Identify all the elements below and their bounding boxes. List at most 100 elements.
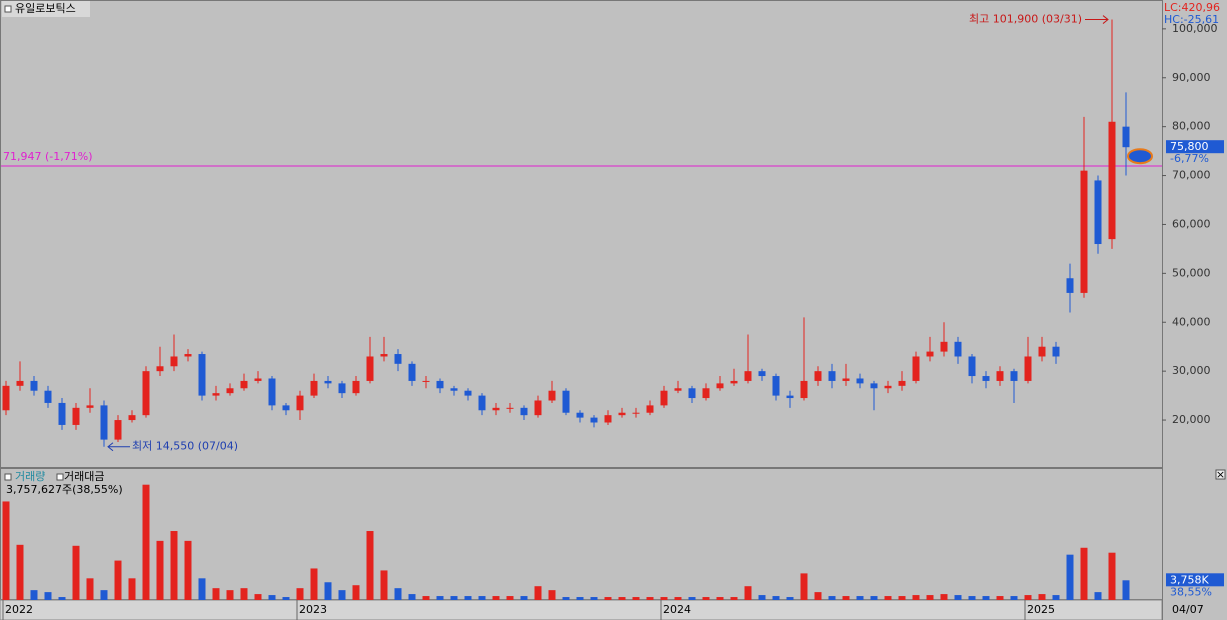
y-tick-label: 60,000 — [1172, 217, 1211, 230]
volume-bar — [548, 590, 556, 600]
y-tick-label: 30,000 — [1172, 364, 1211, 377]
candle-body — [1122, 126, 1130, 148]
y-tick-label: 80,000 — [1172, 120, 1211, 133]
last-price-label: 75,800 — [1170, 140, 1209, 153]
candle-body — [394, 354, 402, 364]
low-annotation: 최저 14,550 (07/04) — [132, 440, 238, 453]
candle-body — [226, 388, 234, 394]
volume-bar — [954, 595, 962, 600]
candle-body — [254, 378, 262, 381]
hc-label: HC:-25,61 — [1164, 13, 1219, 26]
candle-body — [884, 385, 892, 389]
candle-body — [828, 371, 836, 381]
volume-bar — [212, 588, 220, 600]
candle-body — [1108, 121, 1116, 240]
volume-bar — [982, 596, 990, 600]
candle-body — [926, 351, 934, 357]
candle-body — [842, 378, 850, 381]
volume-bar — [170, 531, 178, 600]
candle-body — [1052, 346, 1060, 357]
volume-bar — [254, 594, 262, 600]
candle-body — [30, 380, 38, 391]
volume-bar — [870, 596, 878, 600]
volume-bar — [324, 582, 332, 600]
candle-body — [534, 400, 542, 416]
candle-body — [954, 341, 962, 357]
close-icon[interactable]: × — [1216, 468, 1225, 481]
low-arrow — [107, 442, 130, 452]
candle-body — [996, 371, 1004, 381]
candle-body — [730, 380, 738, 384]
volume-bar — [660, 597, 668, 600]
volume-bar — [394, 588, 402, 600]
volume-bar — [898, 596, 906, 600]
volume-bar — [1080, 547, 1088, 600]
candle-body — [898, 380, 906, 386]
volume-bar — [16, 544, 24, 600]
volume-bar — [366, 531, 374, 600]
volume-bar — [884, 596, 892, 600]
candle-body — [940, 341, 948, 352]
volume-bar — [436, 596, 444, 600]
volume-bar — [142, 484, 150, 600]
candle-body — [590, 417, 598, 423]
candle-body — [72, 407, 80, 425]
candle-body — [212, 393, 220, 396]
volume-bar — [632, 597, 640, 600]
candle-body — [744, 371, 752, 381]
close-button[interactable] — [1215, 469, 1226, 480]
candle-body — [338, 383, 346, 394]
candle-body — [478, 395, 486, 411]
legend-icon — [56, 473, 64, 481]
candle-body — [968, 356, 976, 377]
candle-body — [282, 405, 290, 411]
lc-label: LC:420,96 — [1164, 1, 1220, 14]
candle-body — [492, 407, 500, 411]
high-annotation: 최고 101,900 (03/31) — [969, 13, 1082, 26]
candle-body — [198, 354, 206, 396]
candle-body — [156, 366, 164, 372]
last-volume-box — [1166, 573, 1224, 587]
volume-bar — [198, 578, 206, 600]
candle-body — [324, 380, 332, 384]
candle-body — [380, 354, 388, 357]
x-tick-label: 2022 — [5, 603, 33, 616]
candle-body — [856, 378, 864, 384]
volume-bar — [240, 588, 248, 600]
candle-body — [786, 395, 794, 399]
candle-body — [16, 380, 24, 386]
volume-bar — [1108, 552, 1116, 600]
volume-bar — [478, 596, 486, 600]
volume-bar — [716, 597, 724, 600]
volume-bar — [492, 596, 500, 600]
last-price-marker — [1127, 148, 1153, 165]
candle-body — [100, 405, 108, 440]
volume-bar — [744, 586, 752, 600]
candle-body — [2, 385, 10, 411]
volume-bar — [1010, 596, 1018, 600]
legend-icon — [4, 473, 12, 481]
volume-bar — [352, 585, 360, 600]
candle-body — [674, 388, 682, 391]
volume-bar — [380, 570, 388, 600]
x-tick-label: 2025 — [1027, 603, 1055, 616]
candle-body — [268, 378, 276, 406]
legend-item: 거래대금 — [64, 470, 104, 483]
y-tick-label: 50,000 — [1172, 266, 1211, 279]
last-date-label: 04/07 — [1172, 603, 1204, 616]
volume-bar — [226, 590, 234, 600]
candle-body — [114, 420, 122, 440]
volume-bar — [688, 597, 696, 600]
candle-body — [352, 380, 360, 394]
candle-body — [86, 405, 94, 408]
candle-body — [646, 405, 654, 413]
volume-bar — [576, 597, 584, 600]
volume-bar — [1038, 594, 1046, 600]
last-change-label: -6,77% — [1170, 152, 1209, 165]
candle-body — [604, 415, 612, 423]
volume-bar — [1066, 554, 1074, 600]
volume-bar — [940, 594, 948, 600]
